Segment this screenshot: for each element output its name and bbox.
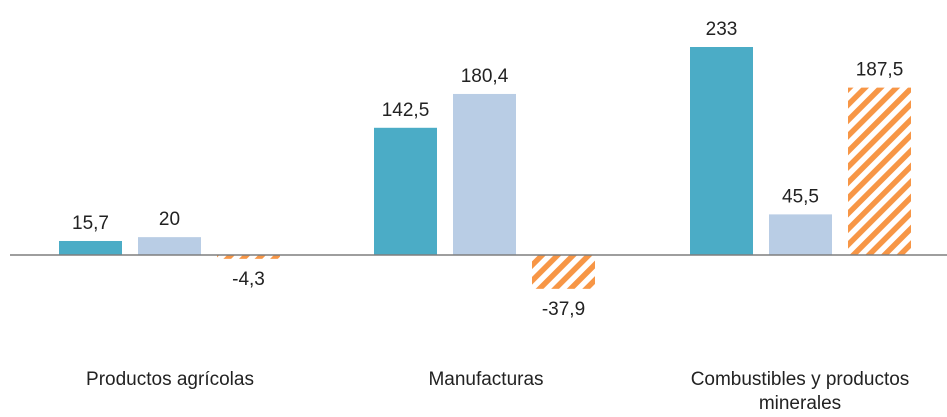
data-label-2-series-2: 180,4 [461,66,509,87]
data-label-1-series-1: 15,7 [72,213,109,234]
bar-3-series-3 [848,87,911,255]
category-labels-layer: Productos agrícolas Manufacturas Combustib… [86,369,909,414]
bar-2-series-1 [374,127,437,255]
category-label-2: Manufacturas [428,369,543,390]
bar-2-series-3 [532,255,595,289]
data-label-1-series-2: 20 [159,209,180,230]
bar-2-series-2 [453,93,516,255]
bar-3-series-2 [769,214,832,255]
data-label-2-series-1: 142,5 [382,100,430,121]
bars-layer [59,47,911,289]
bar-3-series-1 [690,47,753,255]
data-label-3-series-1: 233 [706,19,738,40]
data-label-1-series-3: -4,3 [232,269,265,290]
data-label-3-series-2: 45,5 [782,186,819,207]
data-labels-layer: 15,7 20 -4,3 142,5 180,4 -37,9 233 45,5 187,5 [72,19,903,320]
category-label-1: Productos agrícolas [86,369,254,390]
bar-1-series-2 [138,237,201,255]
data-label-2-series-3: -37,9 [542,299,585,320]
category-label-3: Combustibles y productos minerales [691,369,910,414]
bar-1-series-3 [217,255,280,259]
bar-1-series-1 [59,240,122,255]
data-label-3-series-3: 187,5 [856,60,904,81]
